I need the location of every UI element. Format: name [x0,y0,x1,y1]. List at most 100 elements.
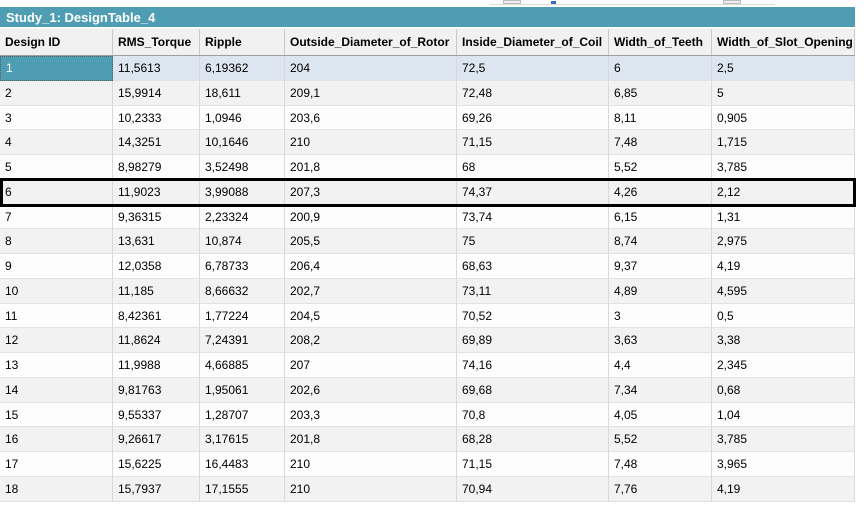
cell-width-of-slot-opening[interactable]: 2,12 [712,179,855,205]
cell-inside-diameter-of-coil[interactable]: 73,11 [457,278,609,304]
cell-design-id[interactable]: 4 [0,130,113,156]
cell-rms-torque[interactable]: 9,26617 [113,427,200,453]
table-row[interactable]: 15 9,55337 1,28707 203,3 70,8 4,05 1,04 [0,402,855,428]
cell-rms-torque[interactable]: 11,9988 [113,353,200,378]
cell-width-of-slot-opening[interactable]: 4,19 [712,477,855,502]
cell-rms-torque[interactable]: 9,36315 [113,204,200,230]
cell-ripple[interactable]: 3,52498 [200,155,285,180]
cell-rms-torque[interactable]: 8,42361 [113,303,200,329]
cell-width-of-teeth[interactable]: 8,11 [609,105,712,131]
cell-ripple[interactable]: 6,19362 [200,56,285,81]
cell-inside-diameter-of-coil[interactable]: 72,48 [457,80,609,106]
cell-width-of-slot-opening[interactable]: 5 [712,80,855,106]
cell-width-of-slot-opening[interactable]: 3,38 [712,328,855,354]
table-row[interactable]: 14 9,81763 1,95061 202,6 69,68 7,34 0,68 [0,377,855,403]
table-row[interactable]: 12 11,8624 7,24391 208,2 69,89 3,63 3,38 [0,328,855,354]
cell-design-id[interactable]: 9 [0,254,113,279]
cell-inside-diameter-of-coil[interactable]: 68,28 [457,427,609,453]
cell-rms-torque[interactable]: 11,9023 [113,179,200,205]
cell-design-id[interactable]: 12 [0,328,113,354]
cell-rms-torque[interactable]: 14,3251 [113,130,200,156]
cell-design-id[interactable]: 8 [0,229,113,255]
table-row[interactable]: 3 10,2333 1,0946 203,6 69,26 8,11 0,905 [0,105,855,131]
cell-design-id[interactable]: 10 [0,278,113,304]
cell-width-of-teeth[interactable]: 6,15 [609,204,712,230]
cell-width-of-slot-opening[interactable]: 4,595 [712,278,855,304]
cell-inside-diameter-of-coil[interactable]: 75 [457,229,609,255]
cell-width-of-teeth[interactable]: 4,05 [609,402,712,428]
cell-outside-diameter-of-rotor[interactable]: 207,3 [285,179,457,205]
cell-width-of-teeth[interactable]: 4,89 [609,278,712,304]
cell-width-of-teeth[interactable]: 5,52 [609,155,712,180]
cell-inside-diameter-of-coil[interactable]: 68,63 [457,254,609,279]
cell-design-id[interactable]: 5 [0,155,113,180]
cell-width-of-slot-opening[interactable]: 3,785 [712,155,855,180]
cell-design-id[interactable]: 2 [0,80,113,106]
cell-rms-torque[interactable]: 9,81763 [113,377,200,403]
cell-design-id[interactable]: 18 [0,477,113,502]
cell-design-id[interactable]: 1 [0,56,113,81]
cell-design-id[interactable]: 7 [0,204,113,230]
cell-rms-torque[interactable]: 11,8624 [113,328,200,354]
cell-ripple[interactable]: 10,1646 [200,130,285,156]
cell-width-of-teeth[interactable]: 7,76 [609,477,712,502]
cell-outside-diameter-of-rotor[interactable]: 210 [285,477,457,502]
cell-design-id[interactable]: 3 [0,105,113,131]
cell-width-of-teeth[interactable]: 4,4 [609,353,712,378]
table-row[interactable]: 4 14,3251 10,1646 210 71,15 7,48 1,715 [0,130,855,156]
table-row[interactable]: 2 15,9914 18,611 209,1 72,48 6,85 5 [0,80,855,106]
table-row[interactable]: 11 8,42361 1,77224 204,5 70,52 3 0,5 [0,303,855,329]
cell-width-of-slot-opening[interactable]: 1,31 [712,204,855,230]
cell-width-of-teeth[interactable]: 7,48 [609,130,712,156]
table-row[interactable]: 10 11,185 8,66632 202,7 73,11 4,89 4,595 [0,278,855,304]
cell-design-id[interactable]: 11 [0,303,113,329]
cell-outside-diameter-of-rotor[interactable]: 204 [285,56,457,81]
cell-rms-torque[interactable]: 13,631 [113,229,200,255]
cell-width-of-slot-opening[interactable]: 3,785 [712,427,855,453]
cell-outside-diameter-of-rotor[interactable]: 202,7 [285,278,457,304]
cell-width-of-slot-opening[interactable]: 4,19 [712,254,855,279]
cell-inside-diameter-of-coil[interactable]: 73,74 [457,204,609,230]
cell-outside-diameter-of-rotor[interactable]: 203,3 [285,402,457,428]
table-row[interactable]: 9 12,0358 6,78733 206,4 68,63 9,37 4,19 [0,254,855,279]
cell-ripple[interactable]: 1,77224 [200,303,285,329]
cell-ripple[interactable]: 16,4483 [200,452,285,478]
cell-design-id[interactable]: 15 [0,402,113,428]
cell-width-of-slot-opening[interactable]: 2,345 [712,353,855,378]
table-row[interactable]: 13 11,9988 4,66885 207 74,16 4,4 2,345 [0,353,855,378]
cell-width-of-teeth[interactable]: 6,85 [609,80,712,106]
table-row[interactable]: 18 15,7937 17,1555 210 70,94 7,76 4,19 [0,477,855,502]
cell-outside-diameter-of-rotor[interactable]: 203,6 [285,105,457,131]
table-row[interactable]: 5 8,98279 3,52498 201,8 68 5,52 3,785 [0,155,855,180]
cell-outside-diameter-of-rotor[interactable]: 210 [285,130,457,156]
cell-design-id[interactable]: 13 [0,353,113,378]
table-row[interactable]: 7 9,36315 2,23324 200,9 73,74 6,15 1,31 [0,204,855,230]
cell-ripple[interactable]: 6,78733 [200,254,285,279]
cell-inside-diameter-of-coil[interactable]: 70,8 [457,402,609,428]
cell-outside-diameter-of-rotor[interactable]: 204,5 [285,303,457,329]
cell-inside-diameter-of-coil[interactable]: 69,89 [457,328,609,354]
cell-width-of-slot-opening[interactable]: 3,965 [712,452,855,478]
cell-outside-diameter-of-rotor[interactable]: 208,2 [285,328,457,354]
cell-ripple[interactable]: 1,28707 [200,402,285,428]
cell-ripple[interactable]: 2,23324 [200,204,285,230]
cell-inside-diameter-of-coil[interactable]: 72,5 [457,56,609,81]
cell-rms-torque[interactable]: 10,2333 [113,105,200,131]
cell-rms-torque[interactable]: 9,55337 [113,402,200,428]
cell-width-of-teeth[interactable]: 6 [609,56,712,81]
cell-width-of-slot-opening[interactable]: 0,905 [712,105,855,131]
cell-ripple[interactable]: 3,17615 [200,427,285,453]
cell-inside-diameter-of-coil[interactable]: 69,68 [457,377,609,403]
cell-width-of-slot-opening[interactable]: 2,975 [712,229,855,255]
cell-inside-diameter-of-coil[interactable]: 74,16 [457,353,609,378]
cell-design-id[interactable]: 6 [0,179,113,205]
table-row[interactable]: 6 11,9023 3,99088 207,3 74,37 4,26 2,12 [0,177,856,207]
cell-inside-diameter-of-coil[interactable]: 71,15 [457,130,609,156]
column-header-width-of-slot-opening[interactable]: Width_of_Slot_Opening [712,29,855,55]
column-header-ripple[interactable]: Ripple [200,29,285,55]
cell-ripple[interactable]: 18,611 [200,80,285,106]
cell-outside-diameter-of-rotor[interactable]: 201,8 [285,155,457,180]
cell-outside-diameter-of-rotor[interactable]: 206,4 [285,254,457,279]
cell-rms-torque[interactable]: 11,5613 [113,56,200,81]
cell-ripple[interactable]: 8,66632 [200,278,285,304]
